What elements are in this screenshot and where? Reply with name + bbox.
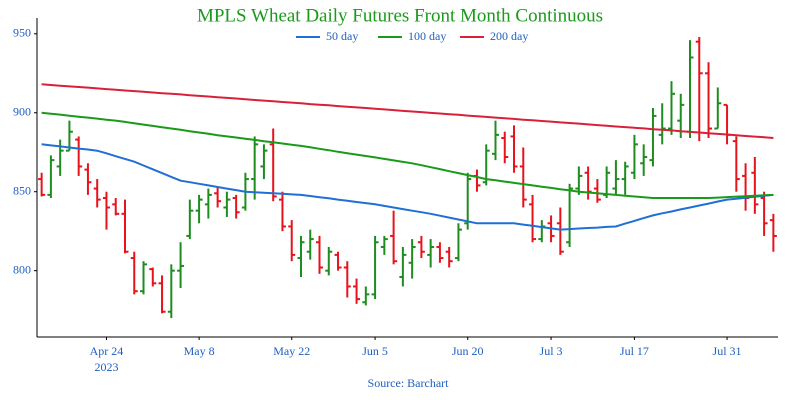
x-tick-label: Jul 3 <box>540 344 563 358</box>
x-tick-label: Jun 20 <box>452 344 484 358</box>
x-tick-year: 2023 <box>94 360 118 374</box>
moving-average-line <box>41 143 774 231</box>
y-tick-label: 900 <box>13 105 31 119</box>
legend-label: 100 day <box>408 29 446 43</box>
y-tick-label: 850 <box>13 183 31 197</box>
y-tick-label: 950 <box>13 26 31 40</box>
y-tick-label: 800 <box>13 262 31 276</box>
x-tick-label: Apr 24 <box>90 344 124 358</box>
legend-label: 50 day <box>326 29 358 43</box>
legend-label: 200 day <box>490 29 528 43</box>
x-tick-label: May 8 <box>184 344 215 358</box>
x-tick-label: Jul 31 <box>713 344 742 358</box>
x-tick-label: May 22 <box>273 344 310 358</box>
x-tick-label: Jul 17 <box>620 344 649 358</box>
x-tick-label: Jun 5 <box>362 344 388 358</box>
source-label: Source: Barchart <box>368 376 450 390</box>
moving-average-line <box>41 111 774 199</box>
chart-title: MPLS Wheat Daily Futures Front Month Con… <box>197 5 603 26</box>
moving-average-line <box>41 83 774 139</box>
